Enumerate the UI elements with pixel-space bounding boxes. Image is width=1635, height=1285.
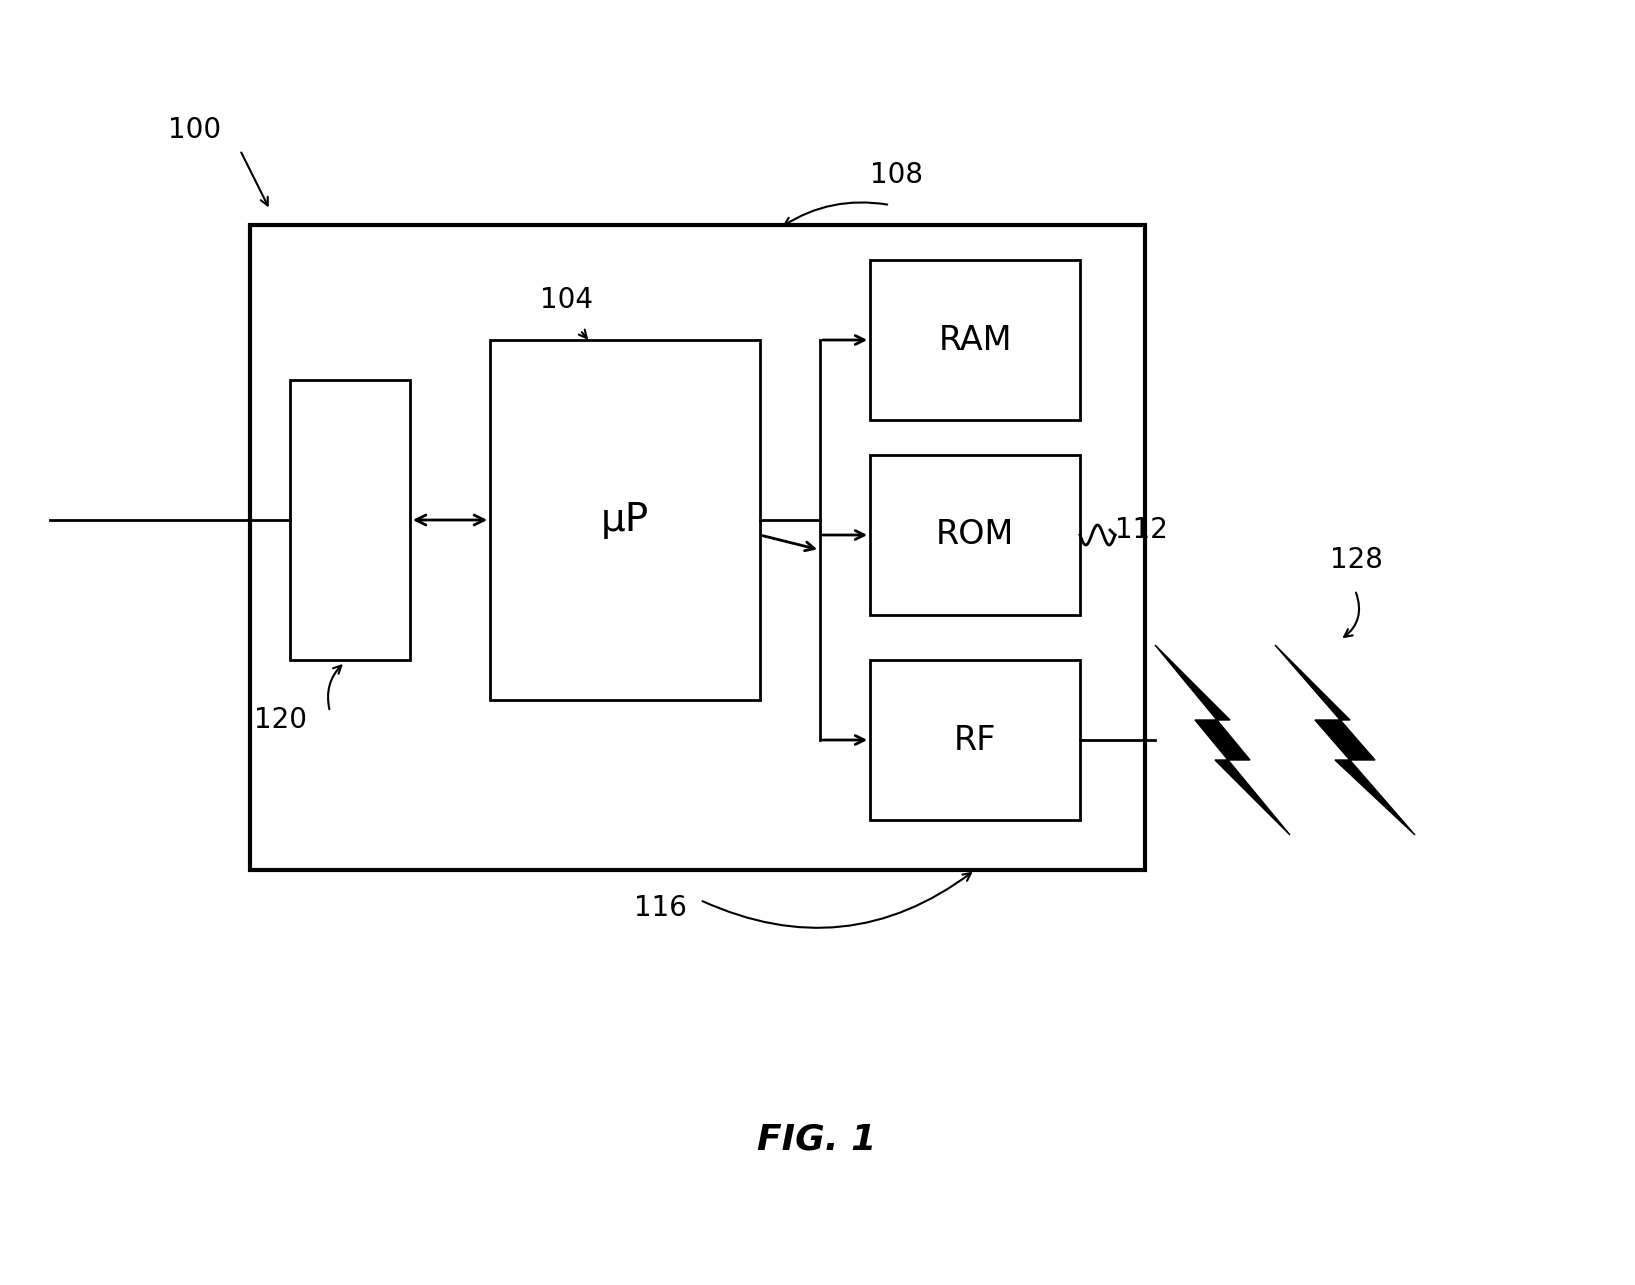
Polygon shape: [1154, 645, 1290, 835]
Text: 112: 112: [1115, 517, 1167, 544]
Text: ROM: ROM: [935, 519, 1014, 551]
Text: FIG. 1: FIG. 1: [757, 1123, 876, 1156]
Text: 104: 104: [540, 287, 594, 314]
Bar: [250, 225, 1144, 870]
Bar: [870, 455, 1081, 616]
Text: μP: μP: [602, 501, 649, 538]
Text: 120: 120: [253, 705, 306, 734]
Bar: [490, 341, 760, 700]
Bar: [870, 260, 1081, 420]
Text: 128: 128: [1329, 546, 1383, 574]
Bar: [870, 660, 1081, 820]
Bar: [289, 380, 410, 660]
Text: 108: 108: [870, 161, 924, 189]
Text: RF: RF: [953, 723, 996, 757]
Text: RAM: RAM: [938, 324, 1012, 356]
Polygon shape: [1275, 645, 1414, 835]
Text: 116: 116: [634, 894, 687, 923]
Text: 100: 100: [168, 116, 222, 144]
